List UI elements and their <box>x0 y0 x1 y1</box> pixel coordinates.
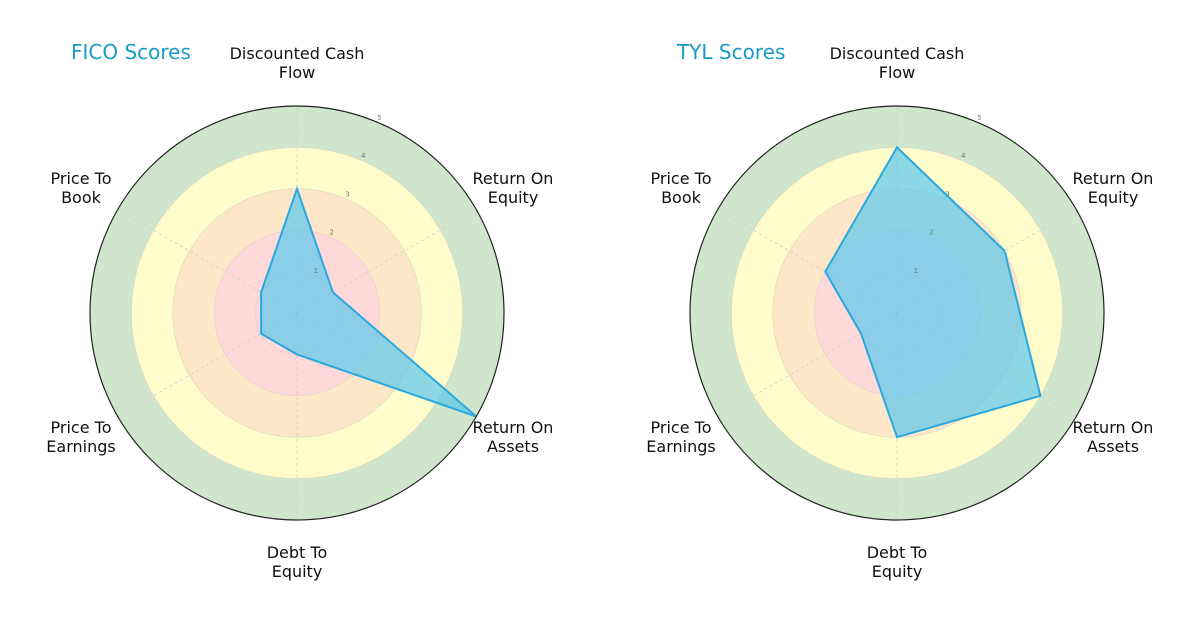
axis-label-roe: Return On Equity <box>472 169 554 207</box>
svg-text:5: 5 <box>377 114 381 122</box>
svg-text:4: 4 <box>961 152 966 160</box>
axis-label-dte: Debt To Equity <box>866 543 928 581</box>
svg-text:3: 3 <box>345 190 349 198</box>
axis-label-dcf: Discounted Cash Flow <box>229 44 365 82</box>
tyl-radar-panel: 1 2 3 4 5 TYL Scores Discounted Cash Flow Re… <box>600 0 1200 625</box>
svg-text:1: 1 <box>314 267 318 275</box>
svg-text:2: 2 <box>929 229 933 237</box>
svg-text:1: 1 <box>914 267 918 275</box>
axis-label-dte: Debt To Equity <box>266 543 328 581</box>
axis-label-roa: Return On Assets <box>1072 418 1154 456</box>
svg-text:2: 2 <box>329 229 333 237</box>
chart-title: TYL Scores <box>677 40 786 64</box>
axis-label-ptb: Price To Book <box>650 169 712 207</box>
fico-radar-chart: 1 2 3 4 5 <box>89 105 505 521</box>
svg-text:5: 5 <box>977 114 981 122</box>
chart-title: FICO Scores <box>71 40 191 64</box>
axis-label-pte: Price To Earnings <box>46 418 116 456</box>
svg-text:4: 4 <box>361 152 366 160</box>
fico-radar-panel: 1 2 3 4 5 FICO Scores Discounted Cash Flow R… <box>46 40 554 581</box>
tyl-radar-chart: 1 2 3 4 5 <box>689 105 1105 521</box>
svg-text:3: 3 <box>945 190 949 198</box>
axis-label-pte: Price To Earnings <box>646 418 716 456</box>
axis-label-ptb: Price To Book <box>50 169 112 207</box>
data-polygon <box>260 185 477 418</box>
axis-label-dcf: Discounted Cash Flow <box>829 44 965 82</box>
axis-label-roe: Return On Equity <box>1072 169 1154 207</box>
data-polygon <box>824 145 1042 439</box>
axis-label-roa: Return On Assets <box>472 418 554 456</box>
